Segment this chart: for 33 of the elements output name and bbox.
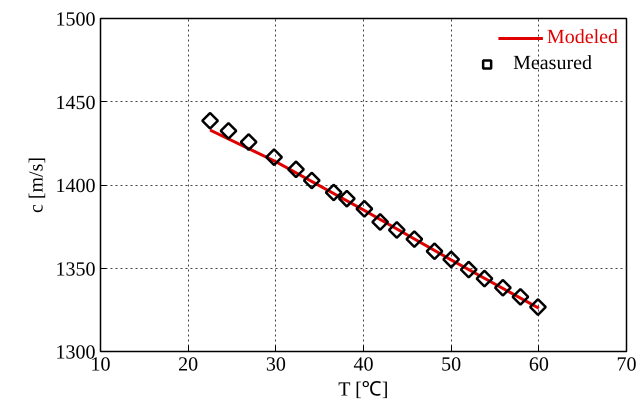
legend-label: Measured [513, 52, 592, 75]
point [265, 148, 284, 166]
point [302, 171, 321, 190]
point [442, 250, 460, 268]
x-tick-label: 30 [266, 354, 286, 376]
point [388, 220, 406, 239]
legend-label: Modeled [546, 26, 618, 49]
x-tick-label: 20 [178, 354, 198, 376]
point [405, 230, 424, 248]
point [494, 278, 512, 297]
y-axis-title: c [m/s] [26, 156, 48, 214]
point [240, 133, 258, 152]
y-tick-label: 1350 [56, 258, 96, 280]
y-tick-label: 1500 [56, 8, 96, 30]
x-tick-label: 40 [354, 354, 374, 376]
point [528, 298, 547, 316]
point [201, 112, 220, 130]
point [338, 190, 356, 208]
x-tick-label: 50 [441, 354, 462, 376]
x-tick-label: 60 [528, 354, 549, 376]
point [286, 160, 306, 178]
x-tick-label: 70 [616, 354, 636, 376]
point [425, 242, 444, 260]
y-tick-label: 1450 [56, 92, 96, 114]
point [460, 260, 478, 279]
point [371, 212, 390, 231]
point [511, 288, 530, 306]
point [219, 122, 238, 140]
x-axis-title: T [℃] [338, 378, 388, 400]
point [355, 200, 374, 218]
point [475, 270, 494, 288]
y-tick-label: 1400 [56, 175, 96, 197]
point [324, 183, 343, 202]
